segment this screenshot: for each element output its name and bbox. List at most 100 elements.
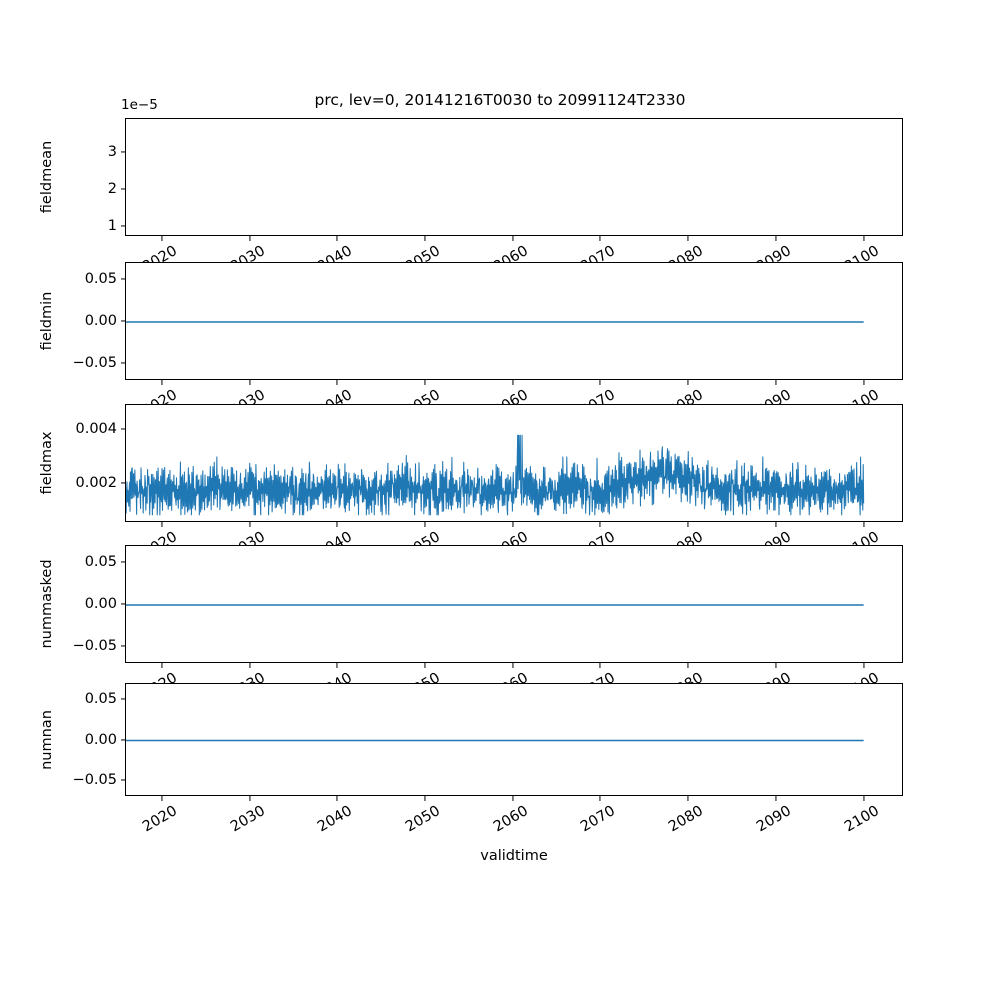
series-fieldmean <box>126 119 902 235</box>
xtick-label-numnan-5: 2070 <box>578 803 619 836</box>
xtick-mark-fieldmean-2 <box>336 236 338 241</box>
plot-area-numnan <box>126 684 902 795</box>
xtick-mark-fieldmin-0 <box>161 380 163 385</box>
xtick-mark-fieldmax-1 <box>249 522 251 527</box>
panel-fieldmean: 1 2 3 fieldmean 1e−5 2020 2030 2040 2050 2060 2070… <box>39 97 903 275</box>
yaxis-offset-text-fieldmean: 1e−5 <box>121 97 158 113</box>
ytick-label-fieldmin-2: 0.05 <box>84 270 117 287</box>
xtick-mark-fieldmin-1 <box>249 380 251 385</box>
ytick-mark-nummasked-0 <box>120 645 125 647</box>
xtick-mark-numnan-8 <box>862 796 865 801</box>
xtick-mark-fieldmin-4 <box>512 380 514 385</box>
series-nummasked <box>126 604 865 606</box>
xtick-label-numnan-8: 2100 <box>841 803 882 836</box>
xtick-mark-fieldmin-5 <box>599 380 601 385</box>
xtick-mark-nummasked-7 <box>775 663 777 668</box>
ytick-label-numnan-1: 0.00 <box>84 731 117 748</box>
xtick-mark-numnan-4 <box>512 796 514 801</box>
ylabel-nummasked: nummasked <box>39 559 55 649</box>
xtick-mark-fieldmin-3 <box>424 380 426 385</box>
data-line-fieldmax <box>126 434 865 516</box>
ytick-label-fieldmean-0: 1 <box>107 217 117 234</box>
xtick-mark-nummasked-5 <box>599 663 601 668</box>
xtick-mark-nummasked-0 <box>161 663 163 668</box>
xtick-mark-nummasked-3 <box>424 663 426 668</box>
series-fieldmax <box>126 434 865 516</box>
ytick-mark-numnan-0 <box>120 779 125 781</box>
ytick-mark-fieldmin-2 <box>120 278 125 280</box>
plot-area-fieldmin <box>126 263 902 379</box>
axes-frame-nummasked <box>125 545 903 663</box>
ytick-label-numnan-0: −0.05 <box>72 771 117 788</box>
xtick-mark-fieldmax-2 <box>336 522 338 527</box>
xtick-mark-fieldmax-5 <box>599 522 601 527</box>
ytick-mark-nummasked-2 <box>120 561 125 563</box>
panel-numnan: −0.05 0.00 0.05 numnan 2020 2030 2040 2050 2060 2… <box>39 683 903 864</box>
panel-nummasked: −0.050.000.05nummasked202020302040205020… <box>39 545 903 702</box>
xtick-mark-fieldmean-0 <box>161 236 163 241</box>
ytick-mark-fieldmax-1 <box>120 428 125 430</box>
ytick-mark-fieldmean-0 <box>120 225 125 227</box>
panel-fieldmin: −0.050.000.05fieldmin2020203020402050206… <box>39 262 903 419</box>
axes-frame-fieldmean <box>125 118 903 236</box>
ytick-label-fieldmean-2: 3 <box>107 143 117 160</box>
ytick-mark-fieldmin-0 <box>120 362 125 364</box>
xtick-mark-fieldmax-4 <box>512 522 514 527</box>
xtick-mark-numnan-1 <box>249 796 251 801</box>
ytick-label-numnan-2: 0.05 <box>84 691 117 708</box>
xtick-label-numnan-7: 2090 <box>753 803 794 836</box>
xtick-mark-fieldmean-6 <box>687 236 689 241</box>
plot-area-nummasked <box>126 546 902 662</box>
xtick-mark-nummasked-6 <box>687 663 689 668</box>
xtick-mark-fieldmean-3 <box>424 236 426 241</box>
panel-fieldmax: 0.0020.004fieldmax2020203020402050206020… <box>39 404 903 561</box>
xtick-mark-nummasked-8 <box>862 663 865 668</box>
xtick-label-numnan-6: 2080 <box>666 803 707 836</box>
xtick-mark-nummasked-2 <box>336 663 338 668</box>
xtick-mark-fieldmax-6 <box>687 522 689 527</box>
xtick-label-numnan-1: 2030 <box>227 803 268 836</box>
xlabel: validtime <box>480 848 548 864</box>
axes-frame-fieldmin <box>125 262 903 380</box>
xtick-mark-fieldmin-2 <box>336 380 338 385</box>
ytick-mark-numnan-2 <box>120 698 125 700</box>
xtick-mark-fieldmean-7 <box>775 236 777 241</box>
ytick-mark-fieldmean-2 <box>120 151 125 153</box>
xtick-label-numnan-3: 2050 <box>403 803 443 836</box>
ylabel-numnan: numnan <box>39 709 55 770</box>
xtick-mark-fieldmin-6 <box>687 380 689 385</box>
series-numnan <box>126 739 865 742</box>
xtick-mark-numnan-6 <box>687 796 689 801</box>
plot-area-fieldmax <box>126 405 902 521</box>
xtick-label-numnan-2: 2040 <box>315 803 356 836</box>
ytick-mark-fieldmax-0 <box>120 482 125 484</box>
ytick-label-fieldmin-0: −0.05 <box>72 355 117 372</box>
axes-frame-fieldmax <box>125 404 903 522</box>
ylabel-fieldmin: fieldmin <box>39 291 55 351</box>
xtick-mark-numnan-7 <box>775 796 777 801</box>
xtick-mark-fieldmean-1 <box>249 236 251 241</box>
xtick-mark-numnan-5 <box>599 796 601 801</box>
ytick-label-nummasked-1: 0.00 <box>84 596 117 612</box>
xtick-mark-fieldmax-3 <box>424 522 426 527</box>
xtick-mark-fieldmax-8 <box>862 522 865 527</box>
xtick-mark-numnan-0 <box>161 796 163 801</box>
ytick-label-fieldmean-1: 2 <box>107 180 117 197</box>
ytick-label-fieldmin-1: 0.00 <box>84 313 117 329</box>
ylabel-fieldmean: fieldmean <box>39 140 55 214</box>
ytick-label-nummasked-0: −0.05 <box>72 638 117 655</box>
series-fieldmin <box>126 321 865 323</box>
ytick-label-fieldmax-1: 0.004 <box>75 420 117 437</box>
xtick-mark-numnan-3 <box>424 796 426 801</box>
ylabel-fieldmax: fieldmax <box>39 431 55 495</box>
xtick-mark-nummasked-4 <box>512 663 514 668</box>
xtick-label-numnan-4: 2060 <box>490 803 531 836</box>
axes-frame-numnan <box>125 683 903 796</box>
ytick-mark-numnan-1 <box>120 738 125 741</box>
xtick-mark-fieldmax-7 <box>775 522 777 527</box>
xtick-mark-fieldmean-4 <box>512 236 514 241</box>
plot-area-fieldmean <box>126 119 902 235</box>
xtick-mark-fieldmax-0 <box>161 522 163 527</box>
ytick-label-nummasked-2: 0.05 <box>84 553 117 570</box>
xtick-mark-numnan-2 <box>336 796 338 801</box>
